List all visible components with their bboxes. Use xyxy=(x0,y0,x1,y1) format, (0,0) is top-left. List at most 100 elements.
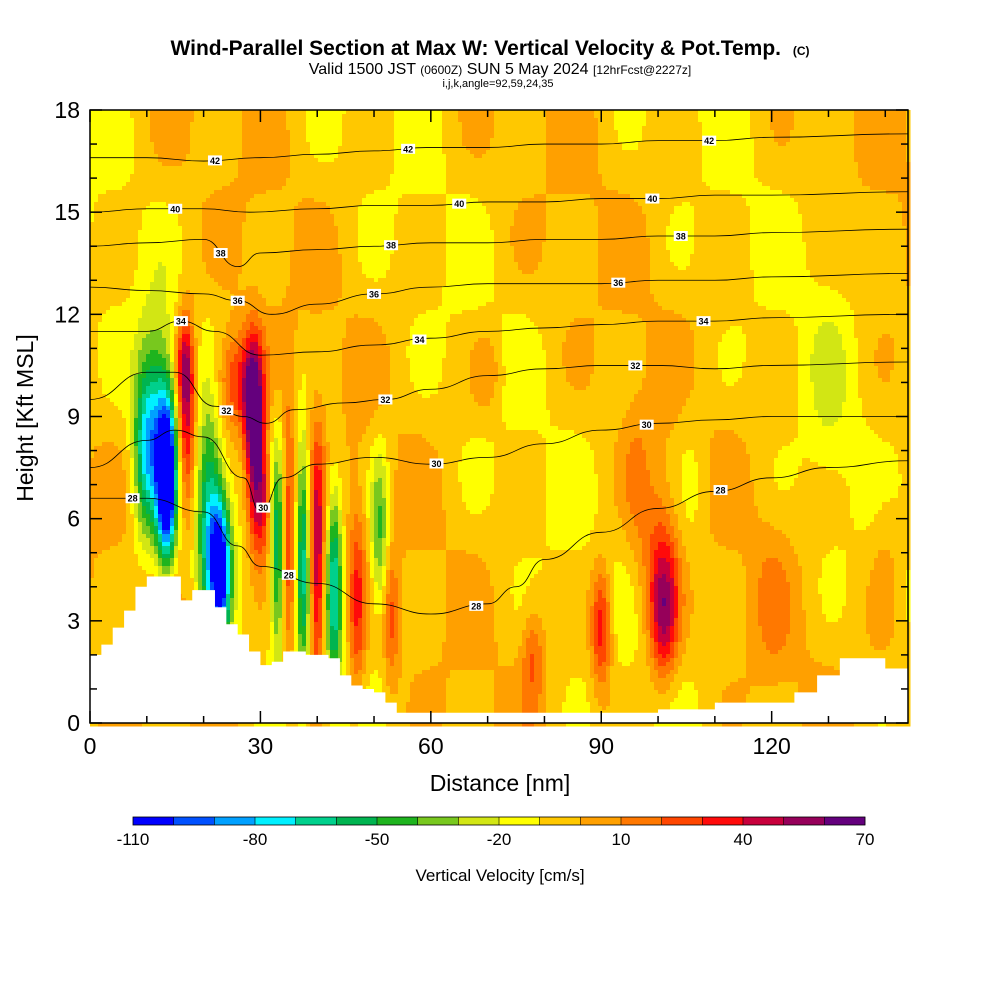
velocity-cell xyxy=(866,178,871,183)
velocity-cell xyxy=(542,174,547,179)
velocity-cell xyxy=(490,150,495,155)
velocity-cell xyxy=(678,190,683,195)
velocity-cell xyxy=(842,162,847,167)
velocity-cell xyxy=(778,190,783,195)
velocity-cell xyxy=(630,134,635,139)
velocity-cell xyxy=(98,202,103,207)
velocity-cell xyxy=(190,134,195,139)
velocity-cell xyxy=(810,126,815,131)
velocity-cell xyxy=(774,162,779,167)
velocity-cell xyxy=(506,170,511,175)
velocity-cell xyxy=(366,178,371,183)
velocity-cell xyxy=(606,174,611,179)
velocity-cell xyxy=(854,138,859,143)
velocity-cell xyxy=(710,162,715,167)
velocity-cell xyxy=(578,198,583,203)
velocity-cell xyxy=(134,178,139,183)
velocity-cell xyxy=(610,154,615,159)
velocity-cell xyxy=(422,138,427,143)
velocity-cell xyxy=(230,146,235,151)
velocity-cell xyxy=(326,166,331,171)
velocity-cell xyxy=(654,146,659,151)
velocity-cell xyxy=(350,154,355,159)
velocity-cell xyxy=(518,174,523,179)
velocity-cell xyxy=(862,158,867,163)
velocity-cell xyxy=(698,150,703,155)
velocity-cell xyxy=(618,194,623,199)
velocity-cell xyxy=(278,154,283,159)
velocity-cell xyxy=(394,174,399,179)
velocity-cell xyxy=(642,178,647,183)
velocity-cell xyxy=(102,162,107,167)
velocity-cell xyxy=(214,166,219,171)
velocity-cell xyxy=(666,150,671,155)
velocity-cell xyxy=(534,138,539,143)
velocity-cell xyxy=(782,122,787,127)
velocity-cell xyxy=(698,158,703,163)
velocity-cell xyxy=(810,166,815,171)
velocity-cell xyxy=(694,186,699,191)
velocity-cell xyxy=(110,202,115,207)
velocity-cell xyxy=(710,170,715,175)
velocity-cell xyxy=(226,122,231,127)
velocity-cell xyxy=(198,142,203,147)
velocity-cell xyxy=(774,190,779,195)
velocity-cell xyxy=(350,198,355,203)
velocity-cell xyxy=(330,142,335,147)
velocity-cell xyxy=(390,118,395,123)
velocity-cell xyxy=(402,138,407,143)
velocity-cell xyxy=(426,198,431,203)
velocity-cell xyxy=(146,202,151,207)
velocity-cell xyxy=(710,194,715,199)
velocity-cell xyxy=(154,166,159,171)
velocity-cell xyxy=(690,150,695,155)
velocity-cell xyxy=(822,154,827,159)
velocity-cell xyxy=(450,142,455,147)
velocity-cell xyxy=(222,166,227,171)
velocity-cell xyxy=(642,114,647,119)
velocity-cell xyxy=(690,182,695,187)
velocity-cell xyxy=(178,126,183,131)
velocity-cell xyxy=(418,114,423,119)
velocity-cell xyxy=(442,202,447,207)
velocity-cell xyxy=(430,134,435,139)
velocity-cell xyxy=(498,150,503,155)
velocity-cell xyxy=(418,130,423,135)
velocity-cell xyxy=(594,162,599,167)
velocity-cell xyxy=(806,178,811,183)
velocity-cell xyxy=(326,190,331,195)
velocity-cell xyxy=(94,130,99,135)
velocity-cell xyxy=(830,174,835,179)
velocity-cell xyxy=(662,194,667,199)
velocity-cell xyxy=(722,118,727,123)
velocity-cell xyxy=(166,162,171,167)
velocity-cell xyxy=(194,154,199,159)
velocity-cell xyxy=(454,154,459,159)
velocity-cell xyxy=(94,118,99,123)
velocity-cell xyxy=(274,138,279,143)
velocity-cell xyxy=(814,138,819,143)
velocity-cell xyxy=(894,178,899,183)
velocity-cell xyxy=(238,126,243,131)
velocity-cell xyxy=(814,122,819,127)
velocity-cell xyxy=(342,126,347,131)
velocity-cell xyxy=(274,178,279,183)
velocity-cell xyxy=(746,182,751,187)
velocity-cell xyxy=(366,134,371,139)
velocity-cell xyxy=(234,186,239,191)
velocity-cell xyxy=(790,114,795,119)
velocity-cell xyxy=(218,182,223,187)
velocity-cell xyxy=(238,150,243,155)
velocity-cell xyxy=(354,158,359,163)
velocity-cell xyxy=(654,174,659,179)
velocity-cell xyxy=(442,146,447,151)
velocity-cell xyxy=(442,198,447,203)
velocity-cell xyxy=(342,162,347,167)
velocity-cell xyxy=(722,170,727,175)
velocity-cell xyxy=(126,126,131,131)
velocity-cell xyxy=(466,146,471,151)
velocity-cell xyxy=(558,178,563,183)
velocity-cell xyxy=(414,198,419,203)
chart-title: Wind-Parallel Section at Max W: Vertical… xyxy=(170,37,809,60)
velocity-cell xyxy=(266,134,271,139)
